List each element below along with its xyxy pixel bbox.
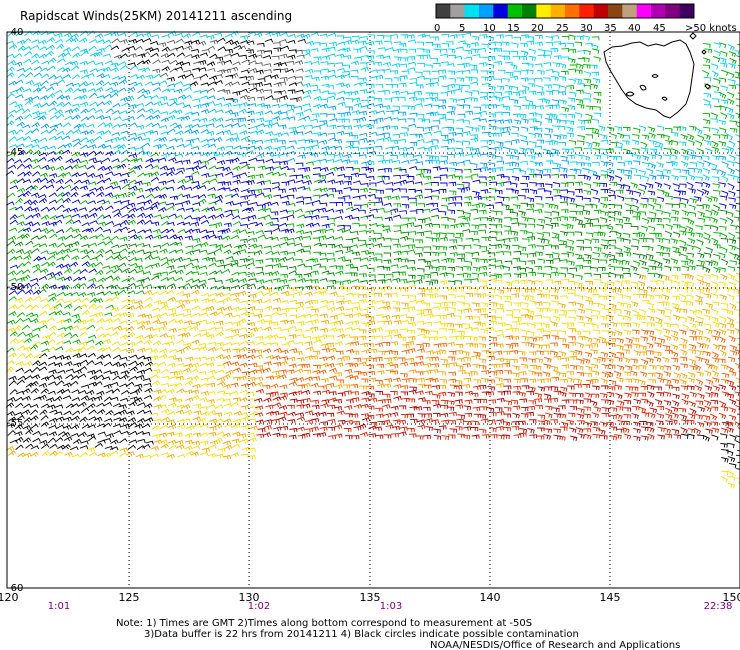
lon-label: 120 <box>0 591 19 604</box>
map-frame <box>6 31 740 589</box>
scale-swatch <box>464 4 480 18</box>
time-label: 22:38 <box>704 601 733 612</box>
scale-swatch <box>579 4 595 18</box>
wind-barb-group <box>8 61 740 181</box>
wind-barb-group <box>5 149 740 296</box>
lat-label: -50 <box>7 282 23 293</box>
scale-label: 10 <box>483 23 496 34</box>
scale-swatch <box>593 4 609 18</box>
scale-label: 20 <box>531 23 544 34</box>
tasmania-lakes <box>625 74 668 101</box>
scale-swatch <box>436 4 451 18</box>
lat-label: -45 <box>7 147 23 158</box>
scale-swatch <box>651 4 666 18</box>
map-title: Rapidscat Winds(25KM) 20141211 ascending <box>20 9 292 23</box>
scale-swatch <box>507 4 523 18</box>
map-area <box>5 30 740 589</box>
time-labels: 1:01 1:02 1:03 22:38 <box>48 601 733 612</box>
note-line-3: NOAA/NESDIS/Office of Research and Appli… <box>430 640 680 650</box>
lat-label: -55 <box>7 418 23 429</box>
scale-swatch <box>679 4 695 18</box>
scale-swatch <box>608 4 623 18</box>
scale-frame <box>435 3 695 19</box>
scale-swatch <box>479 4 494 18</box>
time-label: 1:02 <box>248 601 270 612</box>
scale-swatch <box>565 4 580 18</box>
coastal-islands <box>689 32 711 90</box>
lon-label: 130 <box>239 591 260 604</box>
scale-swatch <box>550 4 566 18</box>
scale-label: 25 <box>556 23 569 34</box>
wind-barb-group <box>6 34 740 353</box>
scale-swatch <box>536 4 552 18</box>
tasmania-coastline <box>603 39 695 119</box>
scale-label: 40 <box>628 23 641 34</box>
wind-barb-group <box>7 201 740 296</box>
lon-label: 145 <box>600 591 621 604</box>
lon-label: 140 <box>480 591 501 604</box>
scale-label: 30 <box>580 23 593 34</box>
note-line-2: 3)Data buffer is 22 hrs from 20141211 4)… <box>144 629 579 640</box>
note-line-1: Note: 1) Times are GMT 2)Times along bot… <box>116 618 532 629</box>
wind-speed-scale-labels: 0 5 10 15 20 25 30 35 40 45 >50 knots <box>434 23 737 34</box>
scale-swatch <box>493 4 509 18</box>
wind-barb-group <box>254 379 740 441</box>
scale-label: >50 knots <box>685 23 737 34</box>
wind-barb-group <box>5 272 740 460</box>
scale-label: 0 <box>434 23 440 34</box>
wind-speed-color-scale <box>435 3 695 19</box>
tasmania-landmass <box>603 32 711 119</box>
scale-label: 45 <box>653 23 666 34</box>
lat-label: -40 <box>7 27 23 38</box>
longitude-labels: 120 125 130 135 140 145 150 <box>0 591 740 604</box>
wind-barb-group <box>5 30 740 183</box>
lon-label: 150 <box>723 591 740 604</box>
lat-lon-grid <box>7 32 740 588</box>
scale-swatch <box>665 4 681 18</box>
wind-barb-group <box>111 38 305 103</box>
lon-label: 125 <box>119 591 140 604</box>
lat-label: -60 <box>7 583 23 594</box>
lon-label: 135 <box>360 591 381 604</box>
wind-barb-group <box>5 273 740 489</box>
scale-swatch <box>622 4 638 18</box>
wind-barb-group <box>254 384 740 442</box>
wind-barb-group <box>5 37 740 470</box>
scale-label: 5 <box>459 23 465 34</box>
wind-barbs-layer <box>5 30 740 489</box>
time-label: 1:03 <box>380 601 402 612</box>
scale-label: 35 <box>604 23 617 34</box>
time-label: 1:01 <box>48 601 70 612</box>
map-background <box>7 32 740 588</box>
wind-barb-group <box>223 329 740 390</box>
scale-swatch <box>522 4 537 18</box>
scale-label: 15 <box>507 23 520 34</box>
latitude-labels: -40 -45 -50 -55 -60 <box>7 27 23 594</box>
scale-swatch <box>450 4 466 18</box>
scale-swatch <box>636 4 652 18</box>
